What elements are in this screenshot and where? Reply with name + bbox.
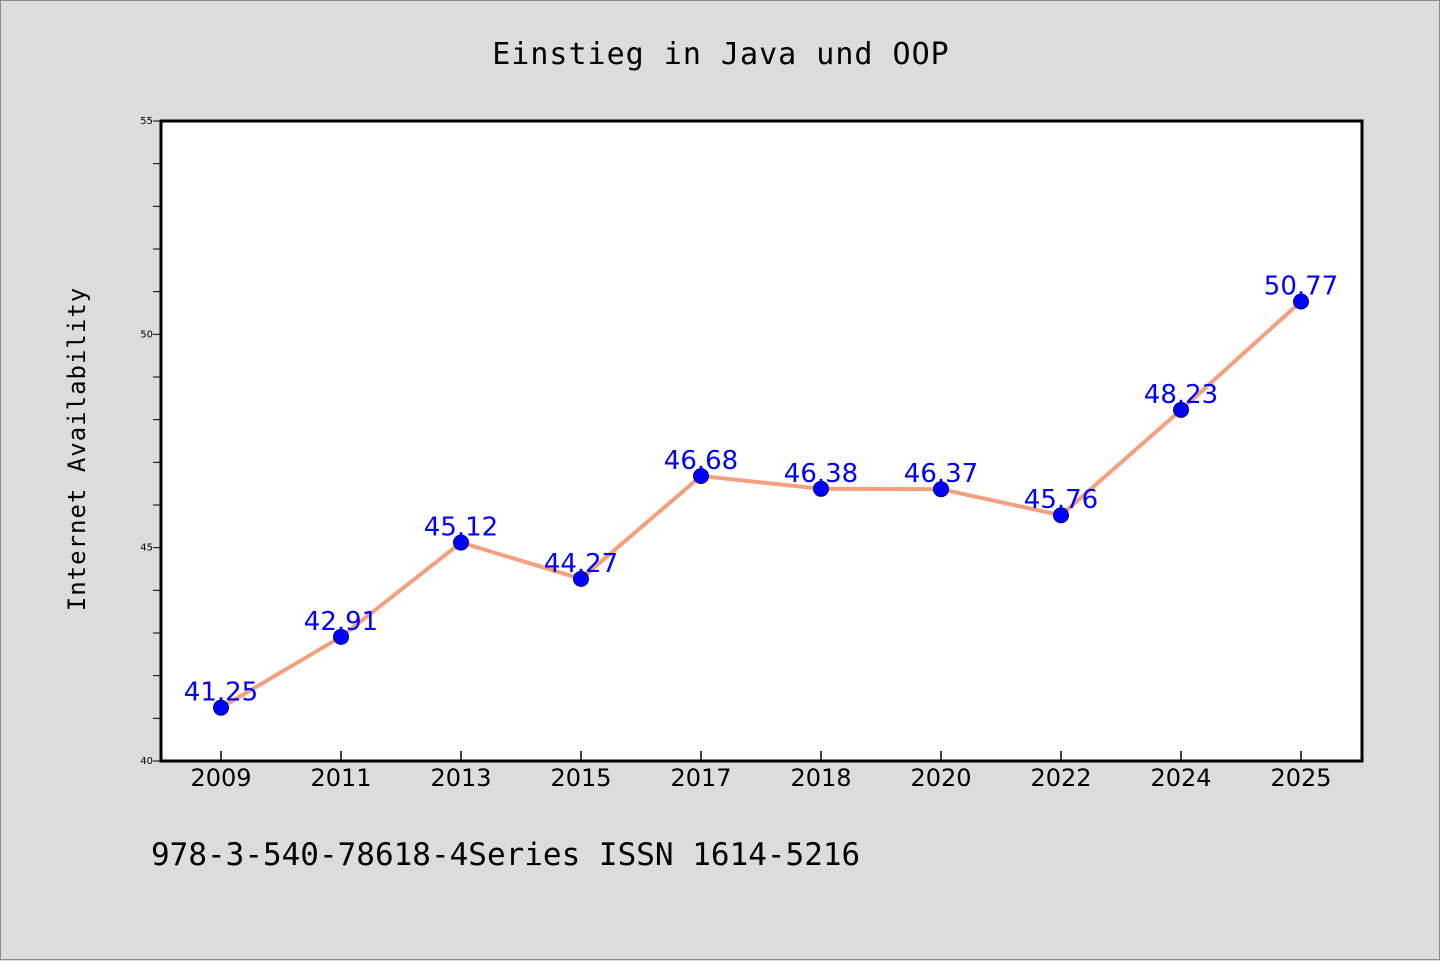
series-line	[219, 299, 1303, 710]
y-tick-label: 45	[140, 543, 153, 554]
x-tick-label: 2025	[1270, 764, 1331, 792]
chart-title: Einstieg in Java und OOP	[492, 37, 949, 72]
data-point-marker	[1173, 401, 1189, 418]
data-label: 42.91	[304, 607, 378, 637]
data-label: 46.38	[784, 459, 858, 489]
data-label: 50.77	[1264, 271, 1338, 301]
x-tick-label: 2018	[790, 764, 851, 792]
data-point-marker	[933, 481, 949, 498]
data-label: 41.25	[184, 678, 258, 708]
data-point-marker	[333, 628, 349, 645]
x-tick-label: 2017	[670, 764, 731, 792]
data-point-marker	[693, 467, 709, 484]
plot-area	[159, 119, 1364, 763]
y-tick-label: 55	[140, 116, 153, 127]
data-point-marker	[1293, 293, 1309, 310]
data-label: 46.37	[904, 459, 978, 489]
x-tick-label: 2022	[1030, 764, 1091, 792]
data-point-marker	[573, 570, 589, 587]
x-tick-label: 2013	[430, 764, 491, 792]
data-point-marker	[213, 699, 229, 716]
x-tick-label: 2009	[190, 764, 251, 792]
footer-text: 978-3-540-78618-4Series ISSN 1614-5216	[151, 837, 860, 873]
x-tick-label: 2011	[310, 764, 371, 792]
x-tick-label: 2024	[1150, 764, 1211, 792]
data-label: 48.23	[1144, 380, 1218, 410]
y-axis-ticks: 40 45 50 55	[140, 116, 161, 767]
data-label: 46.68	[664, 446, 738, 476]
data-label: 45.12	[424, 513, 498, 543]
x-axis-ticks: 2009 2011 2013 2015 2017 2018 2020 2022 2024 2025	[190, 751, 1332, 792]
data-point-marker	[453, 534, 469, 551]
x-tick-label: 2015	[550, 764, 611, 792]
data-point-marker	[1053, 507, 1069, 524]
y-tick-label: 50	[140, 329, 153, 340]
y-axis-label: Internet Availability	[63, 287, 91, 611]
data-label: 44.27	[544, 549, 618, 579]
x-tick-label: 2020	[910, 764, 971, 792]
data-label: 45.76	[1024, 485, 1098, 515]
data-point-marker	[813, 480, 829, 497]
series-group: 41.25 42.91 45.12 44.27 46.68 46.38 46.37 45.76…	[184, 271, 1338, 716]
y-tick-label: 40	[140, 756, 153, 767]
